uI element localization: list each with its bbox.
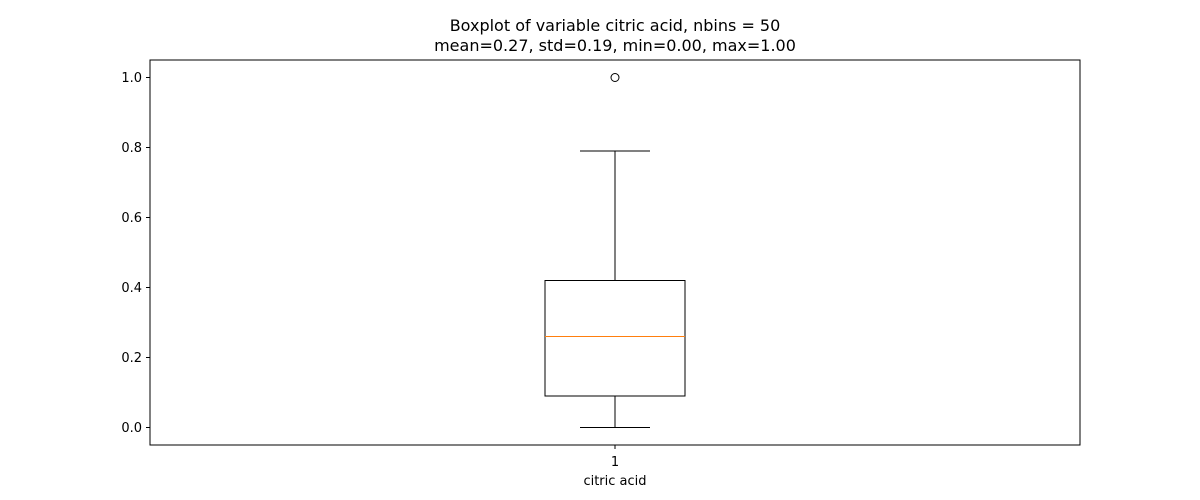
y-tick-label: 0.4 [121, 281, 142, 296]
y-axis: 0.0 0.2 0.4 0.6 0.8 1.0 [121, 71, 150, 436]
y-tick-label: 1.0 [121, 71, 142, 86]
y-tick-label: 0.8 [121, 141, 142, 156]
chart-title-line2: mean=0.27, std=0.19, min=0.00, max=1.00 [434, 36, 796, 55]
y-tick-label: 0.2 [121, 351, 142, 366]
y-tick-label: 0.6 [121, 211, 142, 226]
x-tick-label: 1 [611, 455, 619, 470]
y-tick-label: 0.0 [121, 421, 142, 436]
outlier-point [610, 73, 620, 82]
x-axis-label: citric acid [583, 474, 646, 489]
interquartile-box [544, 280, 686, 397]
chart-title-line1: Boxplot of variable citric acid, nbins =… [450, 16, 781, 35]
box-series [544, 73, 686, 428]
x-axis: 1 [611, 445, 619, 470]
